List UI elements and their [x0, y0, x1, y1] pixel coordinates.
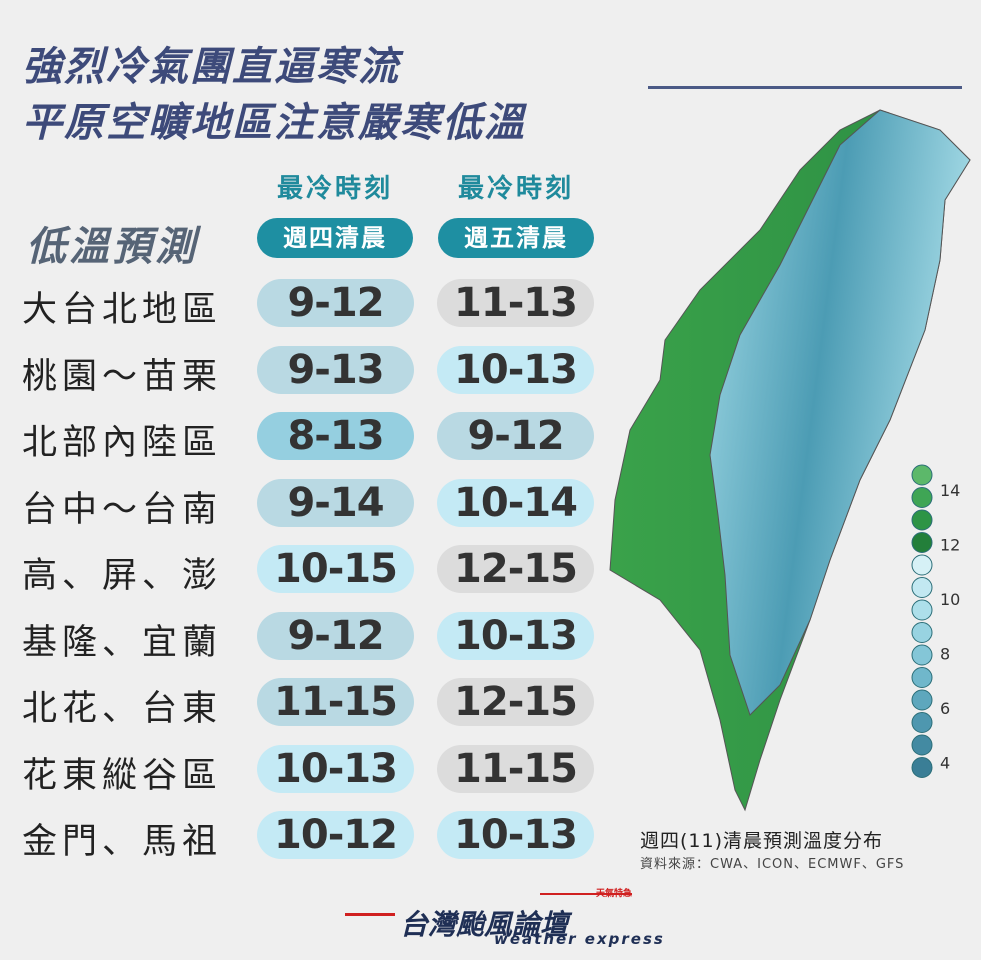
legend-label: 12 — [940, 536, 960, 555]
row-label: 金門、馬祖 — [22, 822, 223, 862]
legend-swatch — [911, 644, 933, 666]
temp-cell: 12-15 — [437, 545, 594, 593]
temp-cell: 10-13 — [437, 345, 594, 394]
legend-swatch — [911, 532, 933, 553]
temp-cell: 9-13 — [257, 345, 414, 394]
temp-cell: 11-15 — [257, 678, 414, 726]
map: 14 12 10 8 6 4 — [609, 109, 971, 812]
temp-cell: 10-13 — [437, 611, 594, 660]
temp-cell: 10-14 — [437, 478, 594, 527]
legend-swatch — [911, 757, 933, 778]
row-label: 桃園～苗栗 — [22, 356, 223, 397]
temp-cell: 10-15 — [257, 545, 414, 593]
column-top: 最冷時刻 — [457, 174, 574, 204]
column-day: 週五清晨 — [438, 218, 594, 258]
legend-swatch — [911, 667, 933, 688]
legend-label: 14 — [940, 481, 960, 500]
legend-swatch — [911, 487, 933, 508]
map-source: 資料來源：CWA、ICON、ECMWF、GFS — [640, 857, 905, 872]
legend-label: 6 — [940, 699, 950, 718]
row-label: 花東縱谷區 — [22, 755, 223, 796]
legend-swatch — [911, 689, 933, 711]
temp-cell: 11-13 — [437, 279, 594, 327]
temp-cell: 12-15 — [437, 678, 594, 726]
legend-swatch — [911, 464, 933, 486]
legend-label: 4 — [940, 754, 950, 773]
legend-swatch — [911, 712, 933, 733]
legend-swatch — [911, 577, 933, 598]
temp-cell: 9-12 — [257, 279, 414, 327]
map-caption: 週四(11)清晨預測溫度分布 — [640, 830, 884, 852]
temp-cell: 10-12 — [257, 811, 414, 859]
column-day: 週四清晨 — [257, 218, 413, 258]
row-label: 北部內陸區 — [22, 423, 223, 463]
logo: 台灣颱風論壇 — [400, 908, 569, 941]
row-label: 高、屏、澎 — [22, 556, 223, 596]
row-label: 台中～台南 — [22, 489, 223, 530]
logo-stroke — [345, 913, 395, 916]
logo-subtitle: weather express — [494, 930, 665, 948]
legend-swatch — [911, 554, 933, 576]
row-label: 北花、台東 — [22, 689, 223, 729]
row-label: 基隆、宜蘭 — [22, 622, 223, 663]
logo-tag: 天氣特急 — [596, 889, 633, 899]
temp-cell: 10-13 — [437, 811, 594, 859]
temp-cell: 10-13 — [257, 744, 414, 793]
temp-cell: 9-12 — [437, 412, 594, 460]
temp-cell: 9-12 — [257, 611, 414, 660]
legend-swatch — [911, 734, 933, 756]
logo-stroke — [540, 893, 632, 895]
island-mountain — [709, 109, 971, 716]
rule — [648, 86, 962, 89]
temp-cell: 8-13 — [257, 412, 414, 460]
legend-label: 10 — [940, 590, 960, 609]
legend-swatch — [911, 509, 933, 531]
title-line: 平原空曠地區注意嚴寒低溫 — [22, 100, 526, 146]
column-top: 最冷時刻 — [276, 174, 393, 204]
temp-cell: 11-15 — [437, 744, 594, 793]
title-line: 強烈冷氣團直逼寒流 — [22, 44, 400, 90]
legend-swatch — [911, 599, 933, 621]
row-label: 大台北地區 — [22, 290, 223, 330]
legend-swatch — [911, 622, 933, 643]
temp-cell: 9-14 — [257, 478, 414, 527]
table-heading: 低溫預測 — [26, 224, 198, 270]
legend-label: 8 — [940, 645, 950, 664]
legend: 14 12 10 8 6 4 — [911, 464, 960, 778]
